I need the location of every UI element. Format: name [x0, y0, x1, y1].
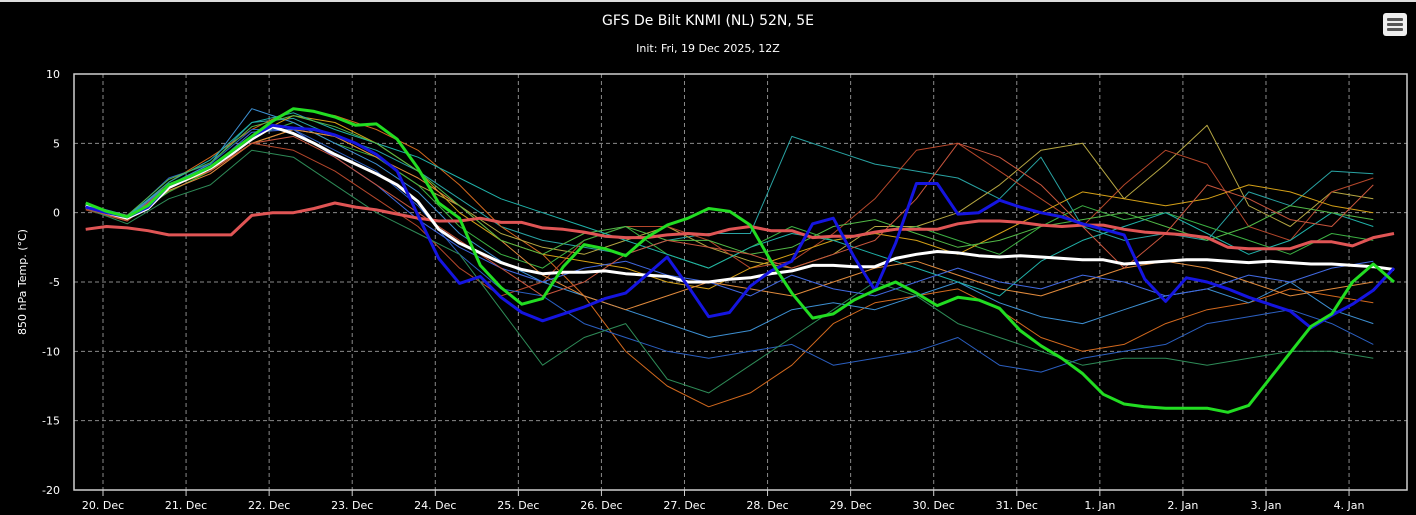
- y-tick-label: 0: [53, 207, 60, 220]
- hamburger-menu-icon[interactable]: [1383, 13, 1407, 36]
- x-tick-label: 2. Jan: [1167, 499, 1198, 512]
- ensemble-member-line: [85, 115, 1374, 290]
- x-tick-label: 21. Dec: [165, 499, 207, 512]
- y-tick-label: -10: [42, 345, 60, 358]
- x-tick-label: 26. Dec: [580, 499, 622, 512]
- ensemble-member-line: [85, 149, 1374, 394]
- y-tick-label: -5: [49, 276, 60, 289]
- x-tick-label: 28. Dec: [746, 499, 788, 512]
- chart-subtitle: Init: Fri, 19 Dec 2025, 12Z: [636, 42, 780, 55]
- x-tick-label: 3. Jan: [1251, 499, 1282, 512]
- y-axis-label: 850 hPa Temp. (°C): [16, 229, 29, 335]
- x-tick-label: 29. Dec: [829, 499, 871, 512]
- y-tick-label: -20: [42, 484, 60, 497]
- x-tick-label: 31. Dec: [996, 499, 1038, 512]
- x-tick-label: 20. Dec: [82, 499, 124, 512]
- ensemble-member-line: [85, 129, 1374, 373]
- green-series-line: [85, 107, 1395, 414]
- y-tick-label: 10: [46, 68, 60, 81]
- ensemble-member-line: [85, 135, 1374, 297]
- x-tick-label: 30. Dec: [913, 499, 955, 512]
- ensemble-member-line: [85, 108, 1374, 338]
- x-tick-label: 22. Dec: [248, 499, 290, 512]
- x-tick-label: 23. Dec: [331, 499, 373, 512]
- ensemble-member-line: [85, 124, 1374, 269]
- chart-title: GFS De Bilt KNMI (NL) 52N, 5E: [602, 13, 814, 29]
- x-tick-label: 1. Jan: [1084, 499, 1115, 512]
- x-tick-label: 4. Jan: [1334, 499, 1365, 512]
- x-tick-label: 24. Dec: [414, 499, 456, 512]
- x-tick-label: 27. Dec: [663, 499, 705, 512]
- ensemble-member-line: [85, 122, 1374, 269]
- ensemble-member-line: [85, 117, 1374, 255]
- ensemble-member-line: [85, 115, 1374, 255]
- ensemble-member-line: [85, 142, 1374, 297]
- series-lines: [85, 107, 1396, 414]
- y-tick-label: -15: [42, 415, 60, 428]
- blue-series-line: [85, 123, 1396, 330]
- tick-labels: 10 5 0 -5 -10 -15 -20 20. Dec 21. Dec 22. Dec 23. …: [42, 68, 1365, 512]
- grid: [74, 74, 1407, 496]
- ensemble-member-line: [85, 112, 1374, 297]
- red-series-line: [85, 201, 1395, 251]
- plot-border: [73, 73, 1408, 491]
- x-tick-label: 25. Dec: [497, 499, 539, 512]
- y-tick-label: 5: [53, 137, 60, 150]
- mean-series-line: [85, 125, 1395, 284]
